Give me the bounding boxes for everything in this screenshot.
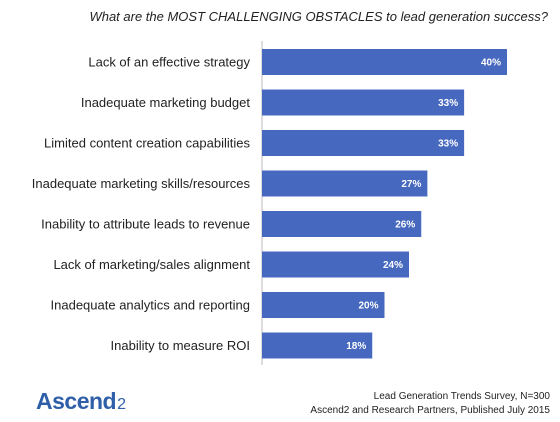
bar	[262, 89, 465, 116]
source-line-2: Ascend2 and Research Partners, Published…	[310, 405, 550, 416]
data-label: 33%	[438, 139, 458, 150]
chart-title: What are the MOST CHALLENGING OBSTACLES …	[89, 9, 548, 24]
category-label: Inability to measure ROI	[111, 338, 250, 353]
bar	[262, 130, 465, 156]
bar	[262, 251, 409, 278]
category-label: Inability to attribute leads to revenue	[41, 217, 250, 232]
data-label: 20%	[358, 301, 378, 312]
bar	[262, 292, 385, 318]
bar	[262, 332, 373, 359]
category-label: Inadequate marketing budget	[81, 95, 251, 110]
source-line-1: Lead Generation Trends Survey, N=300	[373, 391, 550, 402]
data-label: 27%	[401, 179, 421, 190]
data-label: 33%	[438, 98, 458, 109]
logo-word: Ascend	[36, 388, 117, 414]
category-label: Limited content creation capabilities	[44, 136, 250, 151]
bar	[262, 170, 428, 197]
bar-chart: Lack of an effective strategy 40% Inadequa…	[32, 41, 507, 365]
category-label: Lack of marketing/sales alignment	[53, 257, 250, 272]
source-note: Lead Generation Trends Survey, N=300 Asc…	[310, 390, 550, 418]
ascend2-logo: Ascend 2	[36, 390, 126, 413]
data-label: 26%	[395, 220, 415, 231]
logo-number: 2	[117, 396, 126, 413]
data-label: 18%	[346, 341, 366, 352]
data-label: 24%	[383, 260, 403, 271]
category-label: Inadequate marketing skills/resources	[32, 176, 251, 191]
category-label: Inadequate analytics and reporting	[51, 298, 250, 313]
category-label: Lack of an effective strategy	[88, 55, 250, 70]
bars-layer: Lack of an effective strategy 40% Inadequa…	[32, 41, 507, 365]
data-label: 40%	[481, 58, 501, 69]
bar	[262, 211, 422, 237]
bar	[262, 49, 507, 75]
